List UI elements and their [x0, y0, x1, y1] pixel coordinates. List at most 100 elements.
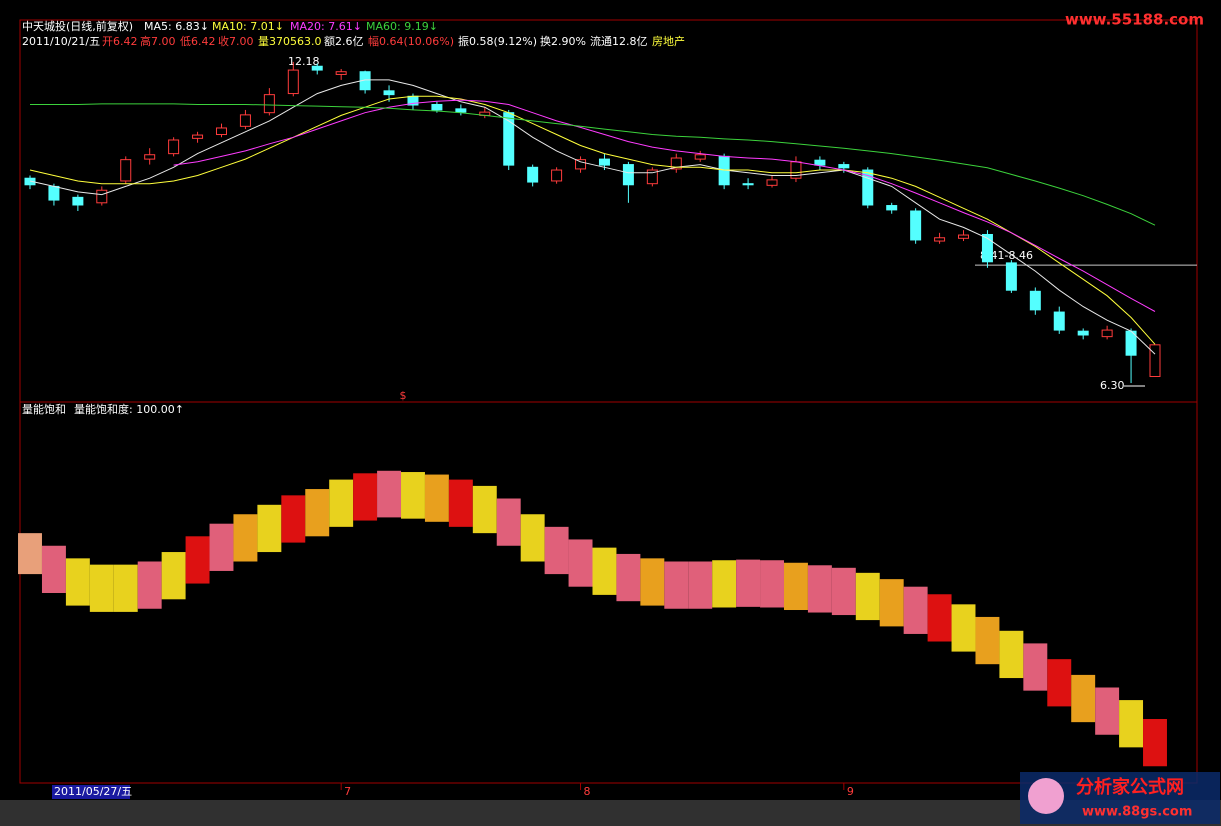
indicator-bar: [161, 552, 186, 600]
candle-body: [1029, 290, 1041, 311]
indicator-bar: [736, 559, 761, 607]
candle-body: [551, 169, 563, 182]
indicator-bar: [1071, 674, 1096, 723]
indicator-bar: [999, 630, 1024, 679]
ma-label: MA5: 6.83↓: [144, 20, 209, 33]
mark-annotation: $: [400, 389, 407, 402]
indicator-bar: [1143, 719, 1167, 767]
candle-body: [1053, 311, 1065, 331]
candle-body: [575, 159, 587, 170]
indicator-bar: [377, 470, 402, 518]
info-change: 幅0.64(10.06%): [368, 35, 454, 48]
candle-body: [96, 189, 108, 204]
candle-body: [742, 183, 754, 186]
ma-line: [30, 103, 1156, 226]
tab-bar: [0, 800, 1221, 826]
candle-body: [1101, 329, 1113, 338]
indicator-bar: [783, 562, 808, 611]
indicator-bar: [879, 579, 904, 627]
indicator-bar: [353, 473, 378, 521]
indicator-bar: [1023, 643, 1048, 691]
indicator-bar: [448, 479, 473, 527]
info-high: 高7.00: [140, 34, 176, 48]
candle-body: [766, 179, 778, 186]
ma-line: [29, 95, 1156, 345]
candle-body: [910, 210, 922, 241]
indicator-bar: [520, 514, 545, 562]
indicator-bar: [807, 565, 832, 613]
stock-title: 中天城投(日线,前复权): [22, 19, 133, 33]
indicator-bar: [137, 561, 162, 609]
candle-body: [144, 154, 156, 160]
ma-label: MA20: 7.61↓: [290, 20, 362, 33]
indicator-bar: [233, 514, 258, 562]
candle-body: [1149, 344, 1161, 378]
min-annotation: 6.30: [1100, 379, 1125, 392]
indicator-bar: [65, 558, 90, 606]
indicator-title: 量能饱和: [22, 402, 66, 416]
indicator-bar: [568, 539, 593, 587]
candle-body: [263, 94, 275, 114]
indicator-bar: [903, 586, 928, 634]
indicator-bar: [472, 485, 497, 534]
info-sector: 房地产: [652, 34, 685, 48]
indicator-bar: [281, 495, 306, 543]
x-tick-label: 9: [847, 785, 854, 798]
indicator-value-label: 量能饱和度: 100.00↑: [74, 402, 184, 416]
indicator-bar: [1095, 687, 1120, 735]
info-volume: 量370563.0: [258, 35, 322, 48]
candle-body: [383, 90, 395, 96]
indicator-bar: [1047, 659, 1072, 707]
candle-body: [311, 65, 323, 71]
info-low: 低6.42: [180, 35, 216, 48]
candle-body: [215, 127, 227, 136]
candle-body: [120, 159, 132, 182]
watermark: www.55188.com: [1065, 11, 1204, 29]
candle-body: [168, 139, 180, 155]
indicator-bar: [18, 533, 42, 575]
candle-body: [192, 134, 204, 139]
logo-flower: [1028, 778, 1064, 814]
indicator-bar: [496, 498, 521, 546]
candle-body: [287, 69, 299, 95]
range-annotation: 8.41-8.46: [980, 249, 1033, 262]
cursor-date: 2011/05/27/五: [54, 785, 132, 798]
candle-body: [646, 169, 658, 185]
indicator-bar: [329, 479, 354, 527]
indicator-bar: [401, 472, 425, 519]
x-tick-label: 8: [584, 785, 591, 798]
indicator-bar: [712, 560, 737, 608]
indicator-bar: [257, 504, 282, 553]
indicator-bar: [305, 489, 330, 537]
candle-body: [455, 108, 467, 113]
candle-body: [934, 237, 946, 242]
indicator-bar: [831, 567, 856, 616]
indicator-bar: [1119, 700, 1144, 748]
indicator-bar: [640, 558, 665, 606]
indicator-bar: [592, 547, 617, 595]
indicator-bar: [616, 553, 641, 602]
indicator-bar: [544, 526, 569, 575]
watermark: 分析家公式网: [1076, 776, 1184, 798]
candle-body: [670, 157, 682, 170]
info-turnover: 换2.90%: [540, 34, 586, 48]
candle-body: [814, 159, 826, 166]
candle-body: [598, 158, 610, 166]
ma-line: [29, 79, 1156, 355]
indicator-bar: [951, 604, 976, 652]
indicator-bar: [927, 594, 952, 642]
candle-body: [431, 103, 443, 111]
candle-body: [886, 205, 898, 211]
info-close: 收7.00: [218, 34, 254, 48]
candle-body: [862, 169, 874, 206]
ma-label: MA60: 9.19↓: [366, 20, 438, 33]
max-annotation: 12.18: [288, 55, 320, 68]
info-amplitude: 振0.58(9.12%): [458, 34, 537, 48]
info-date: 2011/10/21/五: [22, 35, 100, 48]
cursor-date-box: [52, 785, 130, 799]
indicator-bar: [688, 561, 713, 609]
indicator-bar: [89, 564, 114, 612]
candle-body: [958, 234, 970, 239]
candle-body: [1077, 330, 1089, 336]
